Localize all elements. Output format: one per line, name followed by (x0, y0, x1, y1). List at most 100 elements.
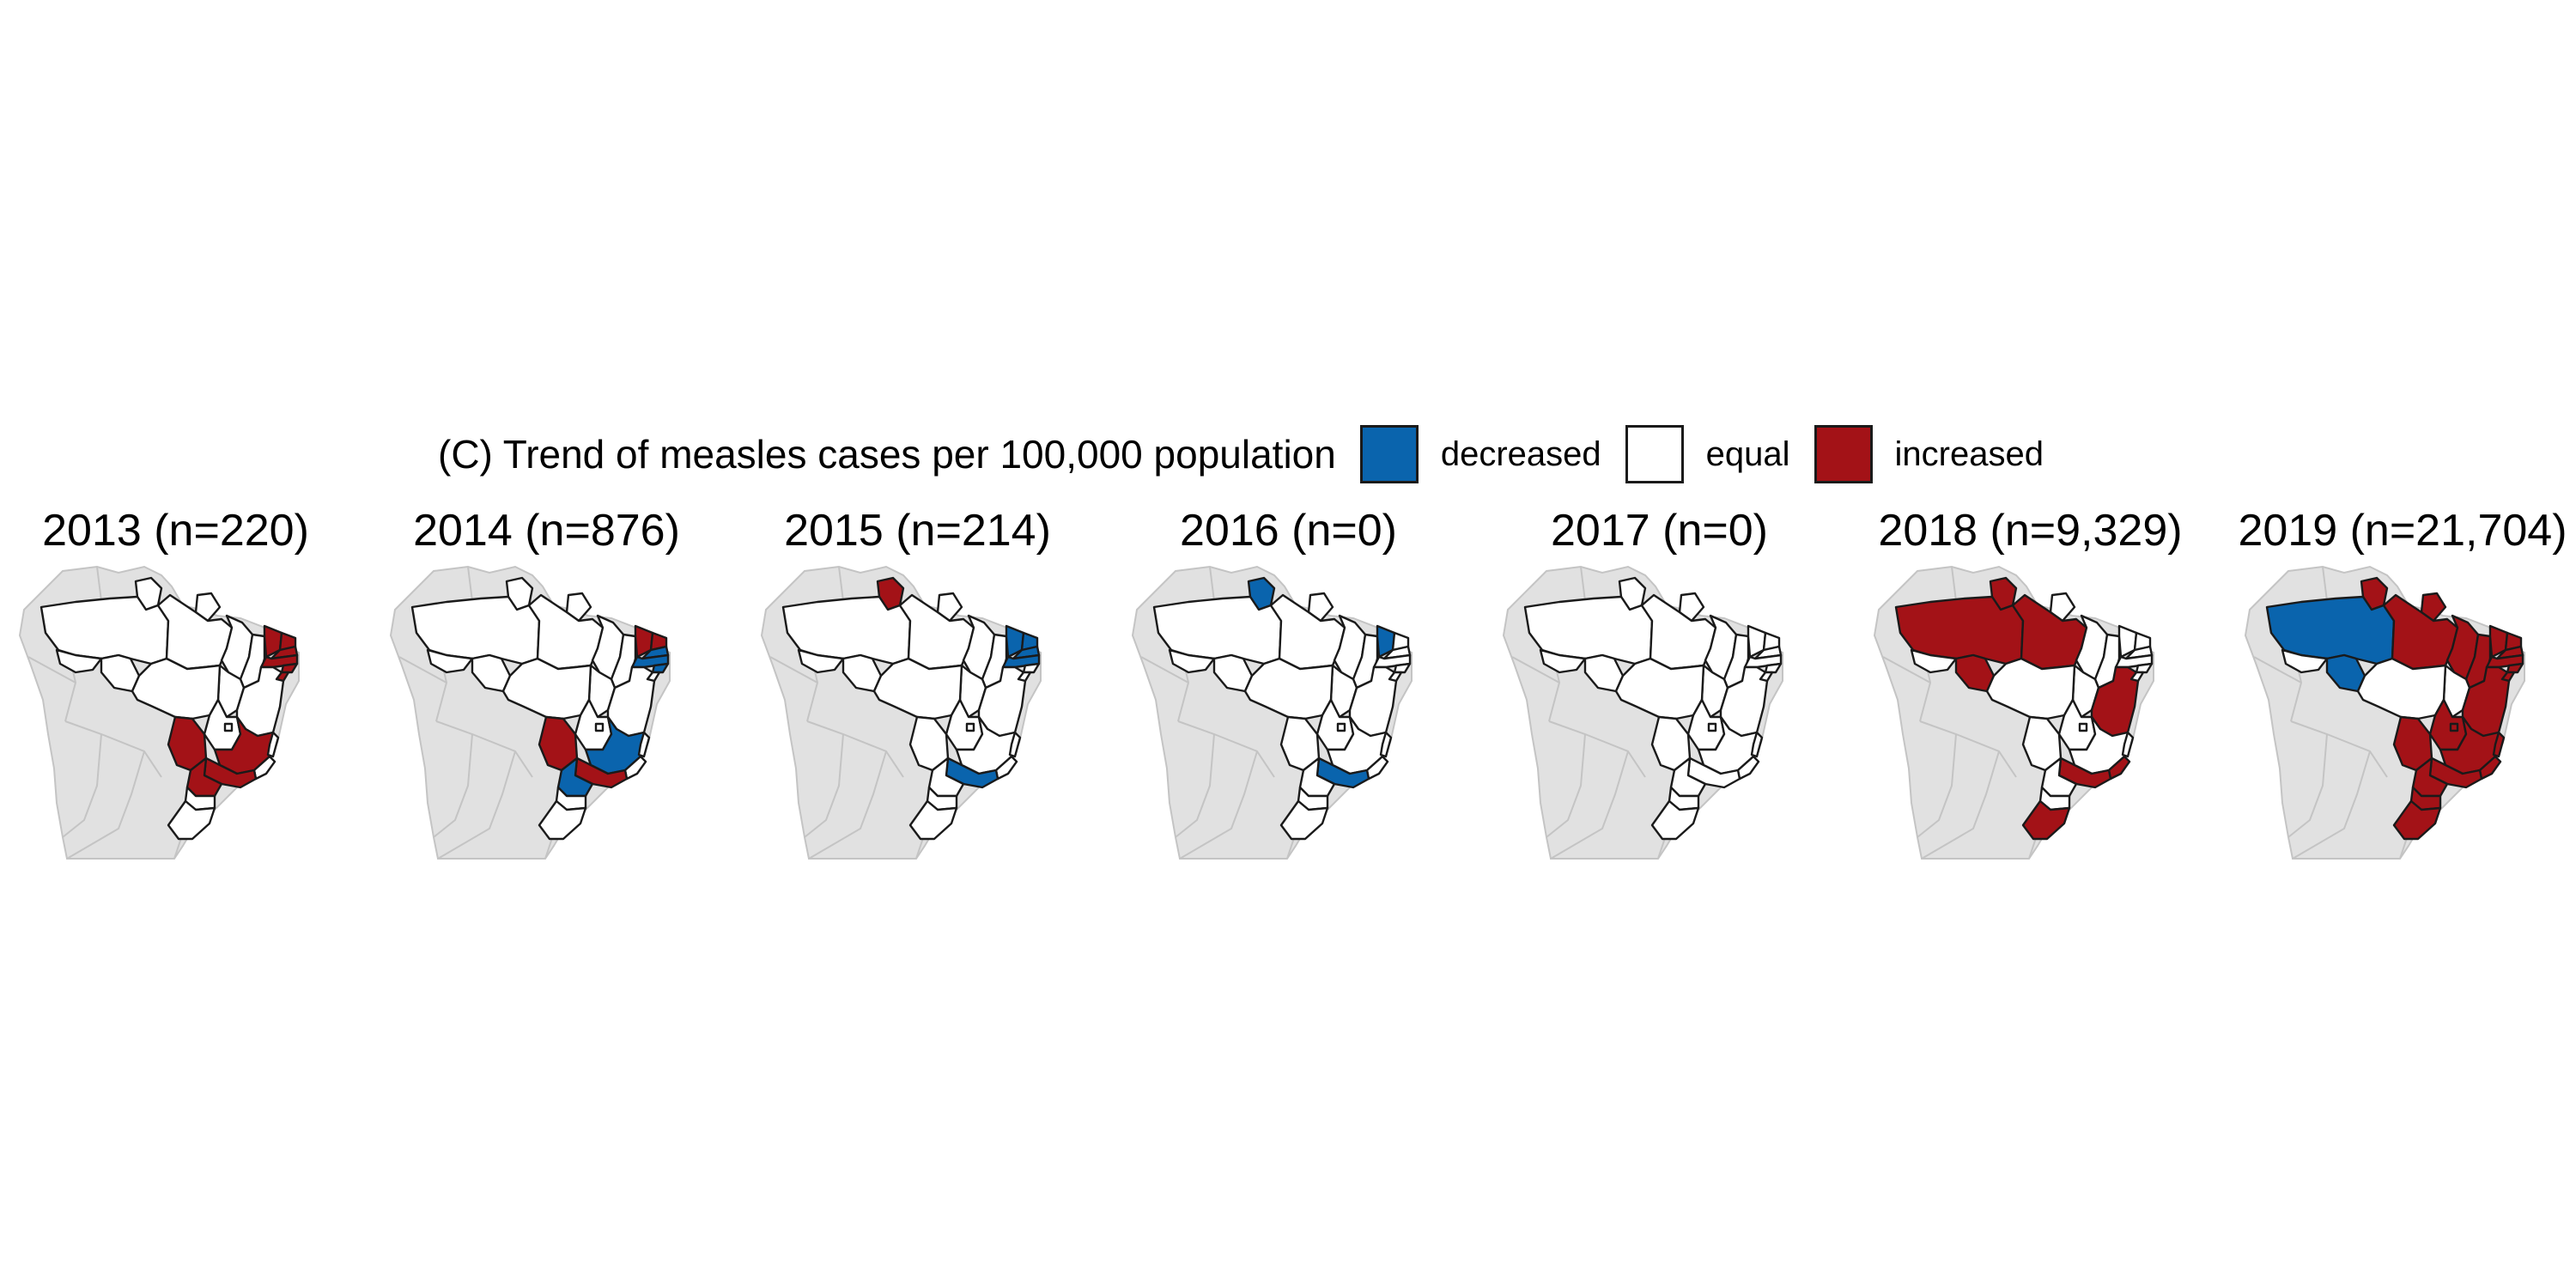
state-ac-2015 (797, 648, 845, 674)
country-border (1511, 656, 1560, 683)
country-border (398, 656, 447, 683)
state-mt-2014 (501, 657, 592, 720)
country-border (1921, 750, 2000, 860)
state-pa-2018 (2011, 593, 2088, 671)
state-pa-2016 (1269, 593, 1346, 671)
state-pa-2014 (527, 593, 605, 671)
state-rs-2013 (167, 799, 216, 841)
state-rs-2014 (538, 799, 587, 841)
state-ac-2014 (426, 648, 474, 674)
country-border (66, 750, 145, 860)
state-pa-2015 (898, 593, 975, 671)
state-al-2017 (1764, 662, 1783, 674)
state-mt-2013 (131, 657, 222, 720)
state-df-2018 (2078, 722, 2088, 732)
country-border (1175, 733, 1215, 838)
state-es-2018 (2121, 731, 2135, 758)
legend-swatch-decreased (1359, 425, 1419, 483)
legend-label-decreased: decreased (1440, 434, 1601, 473)
state-ap-2013 (194, 592, 222, 623)
legend: (C) Trend of measles cases per 100,000 p… (438, 424, 2068, 484)
state-ac-2018 (1910, 648, 1958, 674)
state-ap-2018 (2049, 592, 2076, 623)
state-al-2014 (651, 662, 670, 674)
state-rs-2019 (2392, 799, 2442, 841)
country-border (64, 720, 162, 778)
state-ac-2019 (2281, 648, 2329, 674)
map-panel-2019 (2244, 565, 2525, 860)
country-border (433, 733, 473, 838)
country-border (2290, 720, 2388, 778)
state-df-2019 (2449, 722, 2459, 732)
legend-label-equal: equal (1705, 434, 1790, 473)
country-border (1179, 750, 1258, 860)
legend-swatch-increased (1814, 425, 1873, 483)
state-es-2013 (266, 731, 280, 758)
state-mt-2016 (1243, 657, 1334, 720)
state-es-2017 (1750, 731, 1764, 758)
country-border (808, 750, 887, 860)
map-panel-2016 (1131, 565, 1413, 860)
state-mt-2018 (1985, 657, 2076, 720)
country-border (1550, 750, 1629, 860)
country-border (1919, 720, 2017, 778)
map-panel-2018 (1873, 565, 2154, 860)
state-ce-2014 (634, 624, 654, 659)
state-ce-2017 (1747, 624, 1767, 659)
state-pa-2019 (2382, 593, 2459, 671)
panel-title-2016: 2016 (n=0) (1180, 506, 1397, 556)
legend-label-increased: increased (1894, 434, 2044, 473)
state-ap-2016 (1307, 592, 1334, 623)
state-es-2019 (2492, 731, 2506, 758)
country-border (1140, 656, 1189, 683)
state-rs-2015 (908, 799, 958, 841)
country-border (27, 656, 76, 683)
country-border (435, 720, 533, 778)
state-pa-2013 (156, 593, 234, 671)
state-ce-2015 (1005, 624, 1025, 659)
country-border (437, 750, 516, 860)
state-mt-2017 (1614, 657, 1705, 720)
state-ac-2017 (1539, 648, 1587, 674)
state-pa-2017 (1640, 593, 1717, 671)
panel-title-2014: 2014 (n=876) (413, 506, 680, 556)
state-ap-2017 (1678, 592, 1705, 623)
state-al-2016 (1393, 662, 1412, 674)
country-border (1917, 733, 1957, 838)
country-border (2292, 750, 2371, 860)
country-border (769, 656, 818, 683)
country-border (806, 720, 904, 778)
state-es-2015 (1008, 731, 1022, 758)
state-al-2013 (280, 662, 299, 674)
map-panel-2015 (760, 565, 1042, 860)
map-panel-2013 (18, 565, 300, 860)
country-border (1177, 720, 1275, 778)
state-rs-2016 (1279, 799, 1329, 841)
legend-title: (C) Trend of measles cases per 100,000 p… (438, 432, 1336, 477)
country-border (62, 733, 102, 838)
country-border (1882, 656, 1931, 683)
country-border (1548, 720, 1646, 778)
state-ce-2019 (2488, 624, 2509, 659)
legend-swatch-equal (1625, 425, 1684, 483)
panel-title-2019: 2019 (n=21,704) (2238, 506, 2567, 556)
state-ap-2015 (936, 592, 963, 623)
panel-title-2015: 2015 (n=214) (784, 506, 1051, 556)
state-al-2019 (2506, 662, 2524, 674)
map-panel-2017 (1502, 565, 1783, 860)
state-ap-2014 (565, 592, 592, 623)
state-rs-2017 (1650, 799, 1700, 841)
state-mt-2015 (872, 657, 963, 720)
state-df-2014 (594, 722, 605, 732)
map-panel-2014 (389, 565, 671, 860)
state-df-2015 (965, 722, 975, 732)
state-df-2013 (223, 722, 234, 732)
state-ac-2013 (55, 648, 103, 674)
state-mt-2019 (2356, 657, 2447, 720)
state-ap-2019 (2420, 592, 2447, 623)
state-al-2018 (2135, 662, 2154, 674)
state-ce-2013 (263, 624, 283, 659)
state-ce-2018 (2117, 624, 2138, 659)
